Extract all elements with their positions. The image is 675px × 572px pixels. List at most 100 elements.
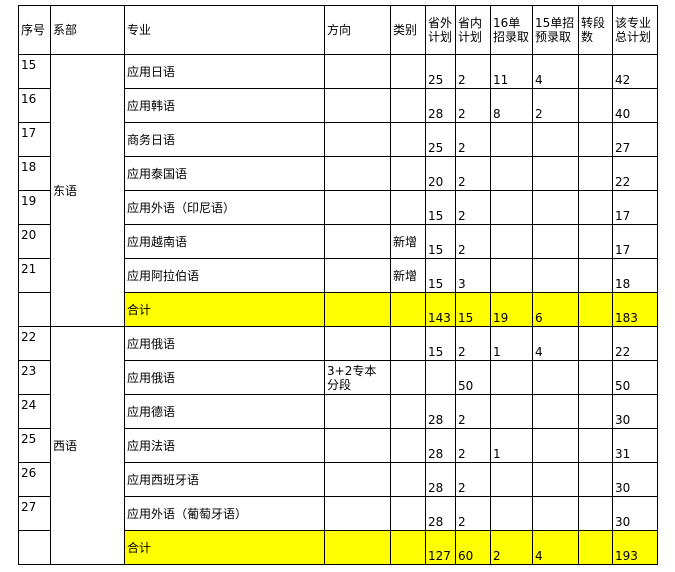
major-cell: 应用俄语 xyxy=(124,326,325,361)
subtotal-zd xyxy=(578,530,613,565)
subtotal-label: 合计 xyxy=(124,292,325,327)
value-cell-total: 30 xyxy=(612,496,658,531)
value-cell-in: 2 xyxy=(455,88,491,123)
table-row: 21 应用阿拉伯语 新增 15 3 18 xyxy=(18,258,658,293)
column-header: 系部 xyxy=(50,5,125,55)
value-cell-out: 28 xyxy=(425,394,456,429)
value-cell-in: 2 xyxy=(455,190,491,225)
table-row: 25 应用法语 28 2 1 31 xyxy=(18,428,658,463)
subtotal-u15: 6 xyxy=(532,292,579,327)
direction-cell xyxy=(324,496,391,531)
value-cell-zd xyxy=(578,156,613,191)
value-cell-out: 28 xyxy=(425,428,456,463)
major-cell: 应用韩语 xyxy=(124,88,325,123)
value-cell-total: 30 xyxy=(612,394,658,429)
value-cell-zd xyxy=(578,462,613,497)
value-cell-out: 28 xyxy=(425,496,456,531)
major-cell: 应用阿拉伯语 xyxy=(124,258,325,293)
direction-cell xyxy=(324,530,391,565)
direction-cell: 3+2专本分段 xyxy=(324,360,391,395)
column-header: 序号 xyxy=(18,5,51,55)
value-cell-zd xyxy=(578,54,613,89)
column-header: 省外计划 xyxy=(425,5,456,55)
type-cell xyxy=(390,88,426,123)
value-cell-in: 2 xyxy=(455,156,491,191)
type-cell xyxy=(390,54,426,89)
row-number: 18 xyxy=(18,156,51,191)
value-cell-total: 30 xyxy=(612,462,658,497)
column-header: 类别 xyxy=(390,5,426,55)
table-row: 22 西语 应用俄语 15 2 1 4 22 xyxy=(18,326,658,565)
value-cell-u15 xyxy=(532,360,579,395)
type-cell: 新增 xyxy=(390,258,426,293)
direction-cell xyxy=(324,394,391,429)
column-header: 该专业总计划 xyxy=(612,5,658,55)
value-cell-in: 2 xyxy=(455,326,491,361)
value-cell-zd xyxy=(578,122,613,157)
major-cell: 应用日语 xyxy=(124,54,325,89)
type-cell xyxy=(390,394,426,429)
value-cell-u16: 1 xyxy=(490,428,533,463)
major-cell: 应用俄语 xyxy=(124,360,325,395)
type-cell: 新增 xyxy=(390,224,426,259)
row-number: 15 xyxy=(18,54,51,89)
row-number xyxy=(18,530,51,565)
value-cell-zd xyxy=(578,394,613,429)
subtotal-in: 60 xyxy=(455,530,491,565)
subtotal-u16: 19 xyxy=(490,292,533,327)
type-cell xyxy=(390,156,426,191)
value-cell-u16 xyxy=(490,462,533,497)
value-cell-out: 15 xyxy=(425,224,456,259)
major-cell: 应用越南语 xyxy=(124,224,325,259)
value-cell-total: 40 xyxy=(612,88,658,123)
value-cell-u15 xyxy=(532,462,579,497)
column-header: 16单招录取 xyxy=(490,5,533,55)
value-cell-zd xyxy=(578,496,613,531)
type-cell xyxy=(390,190,426,225)
value-cell-zd xyxy=(578,360,613,395)
subtotal-total: 193 xyxy=(612,530,658,565)
value-cell-out: 20 xyxy=(425,156,456,191)
value-cell-in: 50 xyxy=(455,360,491,395)
value-cell-zd xyxy=(578,428,613,463)
value-cell-out: 25 xyxy=(425,54,456,89)
table-row: 24 应用德语 28 2 30 xyxy=(18,394,658,429)
value-cell-in: 2 xyxy=(455,394,491,429)
row-number: 22 xyxy=(18,326,51,361)
value-cell-in: 2 xyxy=(455,428,491,463)
direction-cell xyxy=(324,326,391,361)
subtotal-out: 143 xyxy=(425,292,456,327)
subtotal-zd xyxy=(578,292,613,327)
type-cell xyxy=(390,326,426,361)
direction-cell xyxy=(324,462,391,497)
value-cell-zd xyxy=(578,258,613,293)
value-cell-u15: 4 xyxy=(532,54,579,89)
value-cell-u15 xyxy=(532,496,579,531)
type-cell xyxy=(390,530,426,565)
type-cell xyxy=(390,360,426,395)
value-cell-out: 15 xyxy=(425,258,456,293)
value-cell-u16 xyxy=(490,122,533,157)
header-row: 序号 系部 专业 方向 类别 省外计划 省内计划 16单招录取 15单招预录取 转段数 该专业总计划 xyxy=(18,5,658,55)
subtotal-u15: 4 xyxy=(532,530,579,565)
value-cell-total: 50 xyxy=(612,360,658,395)
value-cell-total: 22 xyxy=(612,326,658,361)
value-cell-u15: 4 xyxy=(532,326,579,361)
value-cell-in: 2 xyxy=(455,224,491,259)
row-number: 23 xyxy=(18,360,51,395)
value-cell-zd xyxy=(578,224,613,259)
table-row: 19 应用外语（印尼语） 15 2 17 xyxy=(18,190,658,225)
value-cell-out: 15 xyxy=(425,326,456,361)
subtotal-label: 合计 xyxy=(124,530,325,565)
value-cell-u15 xyxy=(532,122,579,157)
column-header: 专业 xyxy=(124,5,325,55)
value-cell-u15 xyxy=(532,258,579,293)
major-cell: 应用泰国语 xyxy=(124,156,325,191)
table-row: 15 东语 应用日语 25 2 11 4 42 xyxy=(18,54,658,327)
direction-cell xyxy=(324,292,391,327)
row-number: 19 xyxy=(18,190,51,225)
row-number: 26 xyxy=(18,462,51,497)
value-cell-u15 xyxy=(532,190,579,225)
direction-cell xyxy=(324,54,391,89)
table-row: 20 应用越南语 新增 15 2 17 xyxy=(18,224,658,259)
